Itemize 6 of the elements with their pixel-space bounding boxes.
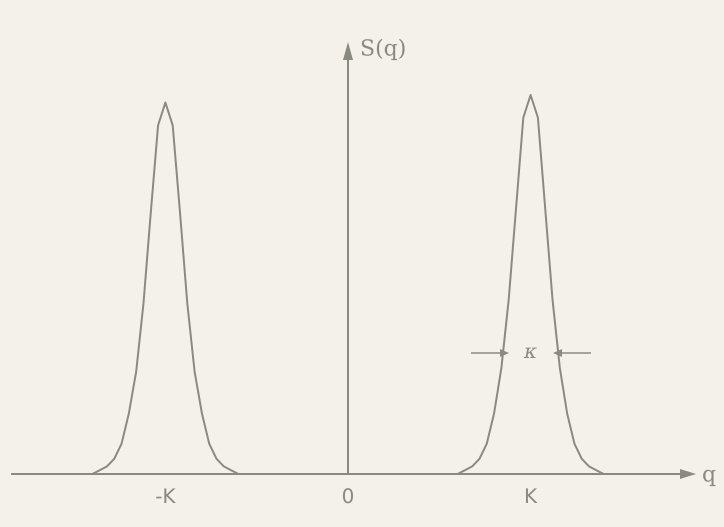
annotation: κ — [523, 338, 538, 363]
x-tick-label: 0 — [342, 484, 354, 508]
y-axis-title: S(q) — [360, 36, 406, 62]
x-tick-label: -K — [155, 484, 176, 508]
x-tick-label: K — [524, 484, 538, 508]
x-axis-title: q — [702, 462, 716, 488]
